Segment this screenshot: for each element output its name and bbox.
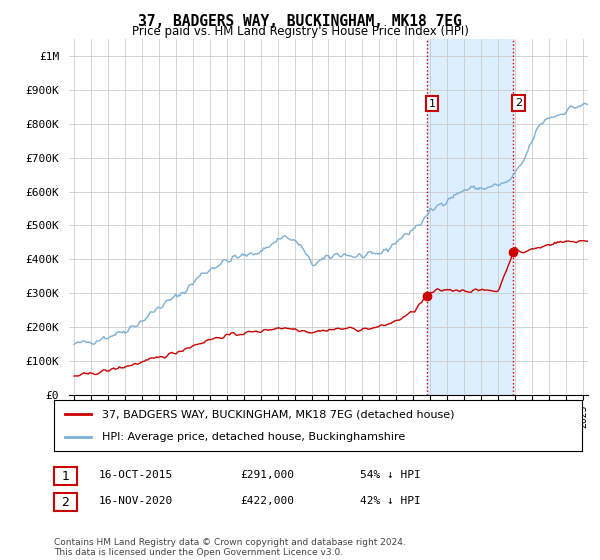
Text: Contains HM Land Registry data © Crown copyright and database right 2024.
This d: Contains HM Land Registry data © Crown c… bbox=[54, 538, 406, 557]
Text: 42% ↓ HPI: 42% ↓ HPI bbox=[360, 496, 421, 506]
Text: 54% ↓ HPI: 54% ↓ HPI bbox=[360, 470, 421, 480]
Text: HPI: Average price, detached house, Buckinghamshire: HPI: Average price, detached house, Buck… bbox=[101, 432, 405, 442]
Text: Price paid vs. HM Land Registry's House Price Index (HPI): Price paid vs. HM Land Registry's House … bbox=[131, 25, 469, 38]
Text: 2: 2 bbox=[61, 496, 70, 509]
Text: 16-OCT-2015: 16-OCT-2015 bbox=[99, 470, 173, 480]
Text: 1: 1 bbox=[428, 99, 436, 109]
Text: £422,000: £422,000 bbox=[240, 496, 294, 506]
Text: 16-NOV-2020: 16-NOV-2020 bbox=[99, 496, 173, 506]
Bar bbox=[427, 39, 513, 395]
Text: £291,000: £291,000 bbox=[240, 470, 294, 480]
Text: 37, BADGERS WAY, BUCKINGHAM, MK18 7EG (detached house): 37, BADGERS WAY, BUCKINGHAM, MK18 7EG (d… bbox=[101, 409, 454, 419]
Text: 1: 1 bbox=[61, 469, 70, 483]
Text: 37, BADGERS WAY, BUCKINGHAM, MK18 7EG: 37, BADGERS WAY, BUCKINGHAM, MK18 7EG bbox=[138, 14, 462, 29]
Text: 2: 2 bbox=[515, 98, 522, 108]
